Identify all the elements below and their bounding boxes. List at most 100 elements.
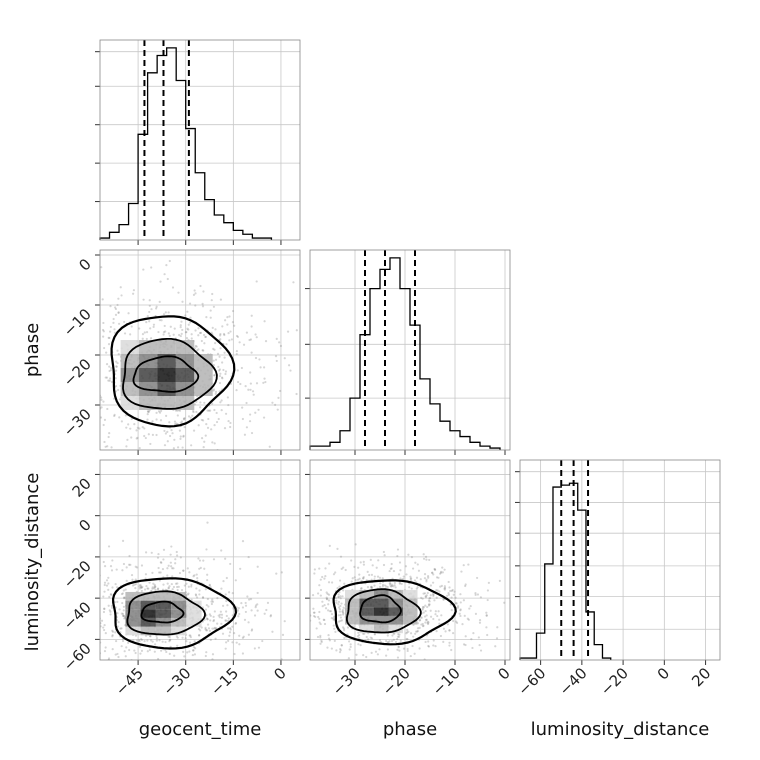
scatter-point bbox=[342, 613, 345, 616]
scatter-point bbox=[328, 544, 331, 547]
scatter-point bbox=[464, 584, 467, 588]
scatter-point bbox=[110, 593, 113, 596]
density-cell bbox=[120, 340, 140, 354]
scatter-point bbox=[237, 615, 240, 618]
scatter-point bbox=[324, 567, 327, 570]
scatter-point bbox=[268, 630, 270, 632]
scatter-point bbox=[174, 487, 176, 489]
scatter-point bbox=[365, 635, 368, 639]
scatter-point bbox=[123, 650, 126, 653]
scatter-point bbox=[120, 627, 123, 630]
scatter-point bbox=[319, 578, 322, 581]
scatter-point bbox=[151, 586, 154, 589]
density-cell bbox=[345, 598, 360, 608]
scatter-point bbox=[150, 589, 153, 593]
scatter-point bbox=[125, 579, 128, 582]
scatter-point bbox=[218, 368, 222, 371]
scatter-point bbox=[157, 566, 160, 570]
scatter-point bbox=[122, 614, 126, 617]
scatter-point bbox=[194, 593, 197, 596]
density-cell bbox=[140, 609, 156, 618]
scatter-point bbox=[48, 597, 50, 599]
scatter-point bbox=[485, 626, 488, 629]
contour-level bbox=[140, 600, 185, 624]
density-cell bbox=[155, 626, 172, 636]
scatter-point bbox=[135, 429, 138, 432]
scatter-point bbox=[450, 596, 453, 599]
scatter-point bbox=[114, 377, 117, 380]
scatter-point bbox=[122, 668, 124, 670]
scatter-point bbox=[173, 661, 175, 663]
scatter-point bbox=[225, 599, 228, 603]
scatter-point bbox=[335, 649, 338, 652]
scatter-point bbox=[468, 607, 471, 610]
scatter-point bbox=[211, 402, 214, 405]
scatter-point bbox=[305, 554, 307, 556]
scatter-point bbox=[167, 332, 170, 335]
scatter-point bbox=[141, 337, 144, 340]
scatter-point bbox=[343, 636, 346, 640]
panel-diag-phase bbox=[309, 249, 511, 451]
scatter-point bbox=[414, 561, 417, 564]
scatter-point bbox=[474, 592, 477, 595]
density-cell bbox=[194, 354, 213, 368]
scatter-point bbox=[73, 401, 75, 403]
scatter-point bbox=[207, 627, 211, 630]
scatter-point bbox=[153, 650, 156, 653]
scatter-point bbox=[223, 351, 226, 354]
scatter-point bbox=[269, 615, 272, 618]
scatter-point bbox=[397, 635, 401, 638]
scatter-point bbox=[177, 291, 180, 294]
scatter-point bbox=[82, 628, 84, 630]
scatter-point bbox=[432, 644, 435, 647]
scatter-point bbox=[386, 585, 389, 589]
scatter-point bbox=[181, 328, 184, 332]
scatter-point bbox=[319, 588, 323, 592]
scatter-point bbox=[116, 303, 119, 307]
scatter-point bbox=[239, 382, 242, 386]
scatter-point bbox=[49, 415, 51, 417]
scatter-point bbox=[340, 602, 343, 605]
scatter-point bbox=[238, 634, 241, 637]
scatter-point bbox=[435, 588, 438, 592]
scatter-point bbox=[212, 619, 216, 622]
scatter-point bbox=[191, 414, 194, 417]
scatter-point bbox=[167, 635, 170, 638]
scatter-point bbox=[433, 567, 436, 571]
scatter-point bbox=[149, 337, 153, 340]
scatter-point bbox=[168, 334, 171, 337]
scatter-point bbox=[210, 428, 213, 431]
scatter-point bbox=[86, 355, 88, 357]
scatter-point bbox=[182, 418, 186, 421]
scatter-point bbox=[358, 634, 361, 637]
scatter-point bbox=[275, 620, 277, 622]
scatter-point bbox=[396, 554, 399, 558]
scatter-point bbox=[176, 588, 179, 592]
scatter-point bbox=[427, 645, 431, 648]
scatter-point bbox=[392, 585, 395, 588]
scatter-point bbox=[198, 593, 201, 596]
scatter-point bbox=[190, 585, 193, 588]
scatter-point bbox=[442, 627, 446, 630]
density-cell bbox=[120, 354, 140, 368]
scatter-point bbox=[320, 640, 323, 644]
scatter-point bbox=[127, 423, 130, 426]
scatter-point bbox=[164, 330, 167, 333]
scatter-point bbox=[327, 609, 330, 612]
scatter-point bbox=[122, 596, 126, 599]
scatter-point bbox=[430, 571, 434, 574]
scatter-point bbox=[432, 594, 435, 597]
scatter-point bbox=[206, 618, 209, 621]
scatter-point bbox=[168, 434, 172, 438]
scatter-point bbox=[101, 298, 104, 301]
scatter-point bbox=[241, 606, 245, 609]
scatter-point bbox=[119, 627, 122, 630]
scatter-point bbox=[417, 569, 421, 572]
scatter-point bbox=[177, 333, 181, 337]
scatter-point bbox=[219, 332, 222, 336]
scatter-point bbox=[264, 340, 268, 343]
scatter-point bbox=[160, 409, 163, 412]
density-cell bbox=[175, 354, 195, 368]
scatter-point bbox=[111, 648, 114, 651]
scatter-point bbox=[217, 365, 220, 368]
